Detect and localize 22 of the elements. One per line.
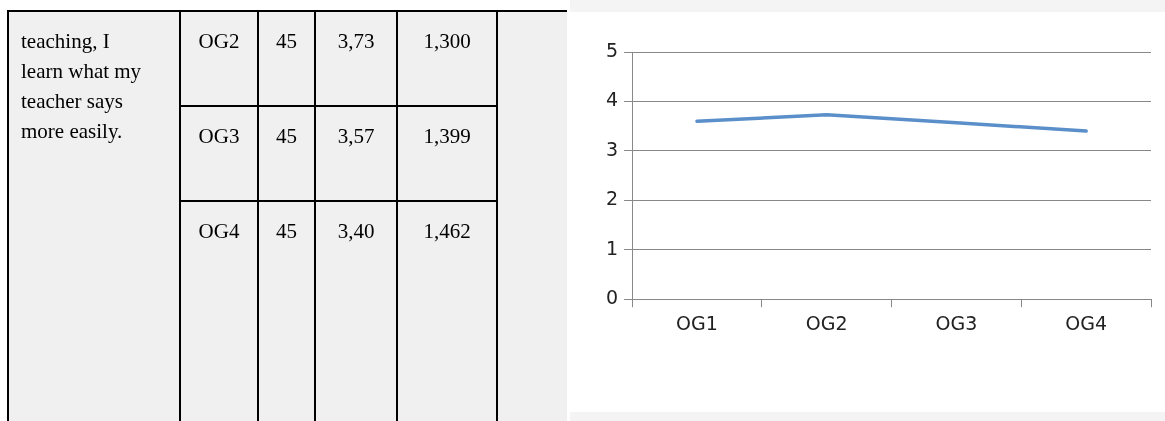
text: OG2 <box>180 11 258 106</box>
y-tick-label: 4 <box>605 88 619 111</box>
x-tick-label: OG4 <box>1065 311 1108 334</box>
text: 45 <box>258 201 315 421</box>
text: 45 <box>258 106 315 201</box>
y-tick-label: 1 <box>605 236 619 259</box>
text: 1,300 <box>397 11 497 106</box>
text: 3,57 <box>315 106 397 201</box>
y-tick-label: 0 <box>605 286 619 309</box>
y-tick-label: 5 <box>605 38 619 61</box>
text: 3,73 <box>315 11 397 106</box>
x-tick-label: OG3 <box>935 311 978 334</box>
text: 1,399 <box>397 106 497 201</box>
y-tick-label: 2 <box>605 187 619 210</box>
text: teaching, I learn what my teacher says more easily. <box>8 11 180 421</box>
x-tick-label: OG1 <box>676 311 718 334</box>
text: 45 <box>258 11 315 106</box>
text: 3,40 <box>315 201 397 421</box>
text: OG3 <box>180 106 258 201</box>
text: 1,462 <box>397 201 497 421</box>
y-tick-label: 3 <box>605 137 619 160</box>
x-tick-label: OG2 <box>805 311 848 334</box>
